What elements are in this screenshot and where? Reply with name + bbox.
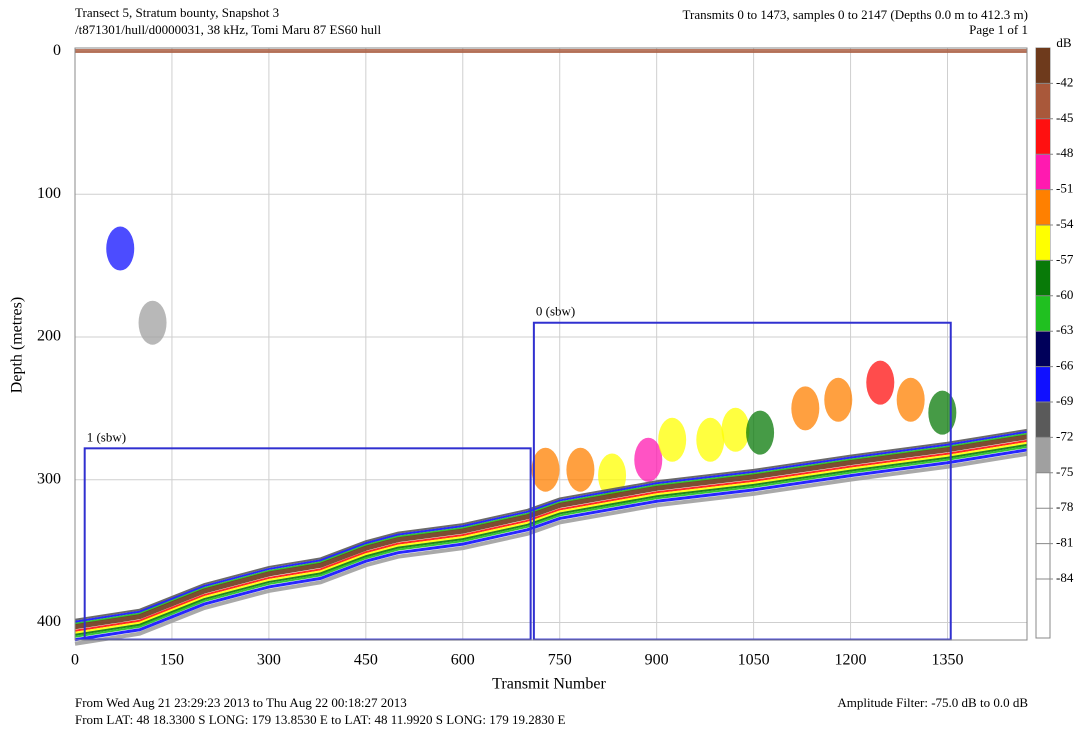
colorbar-band	[1036, 295, 1050, 332]
seabed-echo	[74, 448, 1028, 642]
x-tick-label: 600	[451, 652, 475, 669]
school	[791, 386, 820, 431]
colorbar-tick-label: -75	[1056, 464, 1073, 479]
colorbar-tick-label: -45	[1056, 110, 1073, 125]
colorbar-band	[1036, 437, 1050, 473]
colorbar-tick-label: -48	[1056, 145, 1073, 160]
plot-frame	[74, 47, 1028, 641]
school	[866, 360, 895, 405]
header-right: Transmits 0 to 1473, samples 0 to 2147 (…	[683, 7, 1028, 22]
school	[896, 377, 925, 422]
school	[634, 437, 663, 482]
colorbar-band	[1036, 225, 1050, 261]
colorbar-tick-label: -51	[1056, 181, 1073, 196]
colorbar-tick-label: -84	[1056, 570, 1074, 585]
colorbar-tick-label: -63	[1056, 322, 1073, 337]
seabed-echo	[74, 432, 1028, 625]
seabed-echo	[74, 443, 1028, 636]
y-tick-label: 300	[37, 470, 61, 487]
school	[106, 226, 135, 271]
x-tick-label: 1050	[738, 652, 770, 669]
colorbar-band	[1036, 402, 1050, 438]
school	[138, 300, 167, 345]
colorbar-label: dB	[1056, 35, 1072, 50]
colorbar-band	[1036, 48, 1050, 84]
colorbar-tick-label: -57	[1056, 251, 1074, 266]
seabed-echo	[74, 434, 1028, 630]
colorbar-tick-label: -81	[1056, 535, 1073, 550]
colorbar-tick-label: -54	[1056, 216, 1074, 231]
school	[658, 417, 687, 462]
y-tick-label: 0	[53, 42, 61, 59]
colorbar-tick-label: -69	[1056, 393, 1073, 408]
region-label: 1 (sbw)	[87, 429, 126, 444]
colorbar-band	[1036, 331, 1050, 367]
colorbar-band	[1036, 189, 1050, 225]
colorbar-tick-label: -66	[1056, 358, 1074, 373]
footer-time: From Wed Aug 21 23:29:23 2013 to Thu Aug…	[75, 695, 407, 710]
x-tick-label: 300	[257, 652, 281, 669]
amplitude-filter: Amplitude Filter: -75.0 dB to 0.0 dB	[837, 695, 1028, 710]
footer-position: From LAT: 48 18.3300 S LONG: 179 13.8530…	[75, 712, 565, 727]
seabed-echo	[74, 445, 1028, 638]
seabed-echo	[74, 439, 1028, 632]
school	[598, 453, 627, 498]
x-tick-label: 1350	[932, 652, 964, 669]
x-tick-label: 0	[71, 652, 79, 669]
x-axis-label: Transmit Number	[492, 676, 606, 693]
x-tick-label: 450	[354, 652, 378, 669]
school	[696, 417, 725, 462]
school	[566, 447, 595, 492]
school	[824, 377, 853, 422]
x-tick-label: 1200	[835, 652, 867, 669]
seabed-echo	[74, 428, 1028, 621]
page-number: Page 1 of 1	[969, 22, 1028, 37]
seabed-echo	[74, 430, 1028, 623]
x-tick-label: 750	[548, 652, 572, 669]
school	[746, 410, 775, 455]
colorbar-band	[1036, 154, 1050, 190]
colorbar-tick-label: -72	[1056, 428, 1073, 443]
y-tick-label: 400	[37, 613, 61, 630]
seabed-echo	[74, 451, 1028, 646]
chart-title: Transect 5, Stratum bounty, Snapshot 3	[75, 5, 279, 20]
colorbar-tick-label: -78	[1056, 499, 1073, 514]
school	[531, 447, 560, 492]
y-tick-label: 200	[37, 328, 61, 345]
colorbar-band	[1036, 118, 1050, 155]
chart-subtitle: /t871301/hull/d0000031, 38 kHz, Tomi Mar…	[75, 22, 382, 37]
seabed-echo	[74, 441, 1028, 634]
colorbar-band	[1036, 260, 1050, 296]
school	[928, 390, 957, 435]
region-label: 0 (sbw)	[536, 304, 575, 319]
colorbar-tick-label: -60	[1056, 287, 1073, 302]
y-axis-label: Depth (metres)	[9, 297, 26, 393]
colorbar-band	[1036, 83, 1050, 119]
x-tick-label: 150	[160, 652, 184, 669]
x-tick-label: 900	[645, 652, 669, 669]
colorbar-tick-label: -42	[1056, 74, 1073, 89]
y-tick-label: 100	[37, 185, 61, 202]
colorbar-band	[1036, 366, 1050, 402]
school	[721, 407, 750, 452]
surface-echo	[75, 49, 1027, 53]
